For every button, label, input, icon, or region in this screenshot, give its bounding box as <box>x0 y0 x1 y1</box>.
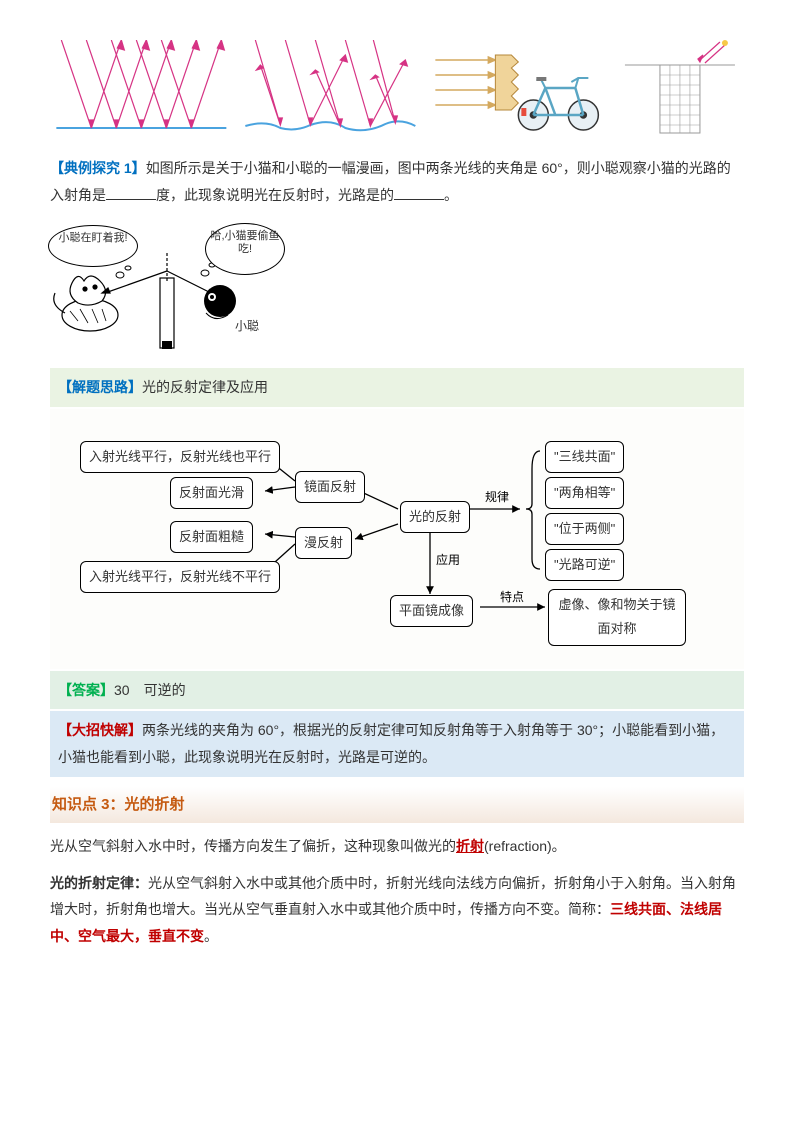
solution-text: 光的反射定律及应用 <box>142 379 268 395</box>
cm-r3: "位于两侧" <box>545 513 624 546</box>
quick-tag: 【大招快解】 <box>58 722 142 738</box>
example-tag: 【典例探究 1】 <box>50 160 146 176</box>
cm-r2: "两角相等" <box>545 477 624 510</box>
quick-strip: 【大招快解】两条光线的夹角为 60°，根据光的反射定律可知反射角等于入射角等于 … <box>50 711 744 776</box>
solution-tag: 【解题思路】 <box>58 379 142 395</box>
cm-plane: 平面镜成像 <box>390 595 473 628</box>
blank-2 <box>394 185 444 200</box>
cm-r1: "三线共面" <box>545 441 624 474</box>
solution-strip: 【解题思路】光的反射定律及应用 <box>50 368 744 407</box>
section-3-title: 知识点 3：光的折射 <box>50 787 744 824</box>
answer-tag: 【答案】 <box>58 682 114 698</box>
cartoon: 小聪在盯着我! 哈,小猫要偷鱼吃! 小聪 <box>50 223 310 353</box>
blank-1 <box>106 185 156 200</box>
cm-left3: 反射面粗糙 <box>170 521 253 554</box>
quick-text: 两条光线的夹角为 60°，根据光的反射定律可知反射角等于入射角等于 30°；小聪… <box>58 722 724 765</box>
svg-text:应用: 应用 <box>436 552 460 567</box>
law-tail: 。 <box>204 928 218 944</box>
example-tail: 。 <box>444 187 458 203</box>
fig-bicycle <box>427 40 610 135</box>
example-unit: 度，此现象说明光在反射时，光路是的 <box>156 187 394 203</box>
fig-well <box>616 40 744 135</box>
cm-mirror: 镜面反射 <box>295 471 365 504</box>
svg-text:特点: 特点 <box>500 589 524 604</box>
cm-diffuse: 漫反射 <box>295 527 352 560</box>
cm-center: 光的反射 <box>400 501 470 534</box>
cm-left1: 入射光线平行，反射光线也平行 <box>80 441 280 474</box>
cm-feat: 虚像、像和物关于镜面对称 <box>548 589 686 646</box>
label-cong: 小聪 <box>235 315 259 338</box>
answer-text: 30 可逆的 <box>114 682 186 698</box>
svg-text:规律: 规律 <box>485 489 509 504</box>
cm-r4: "光路可逆" <box>545 549 624 582</box>
cm-left4: 入射光线平行，反射光线不平行 <box>80 561 280 594</box>
bubble-left: 小聪在盯着我! <box>48 225 138 267</box>
fig-diffuse <box>239 40 422 135</box>
figure-row <box>50 40 744 135</box>
bubble-right: 哈,小猫要偷鱼吃! <box>205 223 285 275</box>
refraction-law: 光的折射定律：光从空气斜射入水中或其他介质中时，折射光线向法线方向偏折，折射角小… <box>50 870 744 950</box>
example-paragraph: 【典例探究 1】如图所示是关于小猫和小聪的一幅漫画，图中两条光线的夹角是 60°… <box>50 155 744 208</box>
refr-b: (refraction)。 <box>484 838 566 854</box>
fig-specular <box>50 40 233 135</box>
refraction-intro: 光从空气斜射入水中时，传播方向发生了偏折，这种现象叫做光的折射(refracti… <box>50 833 744 860</box>
cm-left2: 反射面光滑 <box>170 477 253 510</box>
concept-map: 规律 应用 特点 光的反射 镜面反射 漫反射 入射光线平行，反射光线也平行 反射… <box>50 409 744 669</box>
refr-a: 光从空气斜射入水中时，传播方向发生了偏折，这种现象叫做光的 <box>50 838 456 854</box>
refr-term: 折射 <box>456 838 484 854</box>
answer-strip: 【答案】30 可逆的 <box>50 671 744 710</box>
law-title: 光的折射定律： <box>50 875 148 891</box>
